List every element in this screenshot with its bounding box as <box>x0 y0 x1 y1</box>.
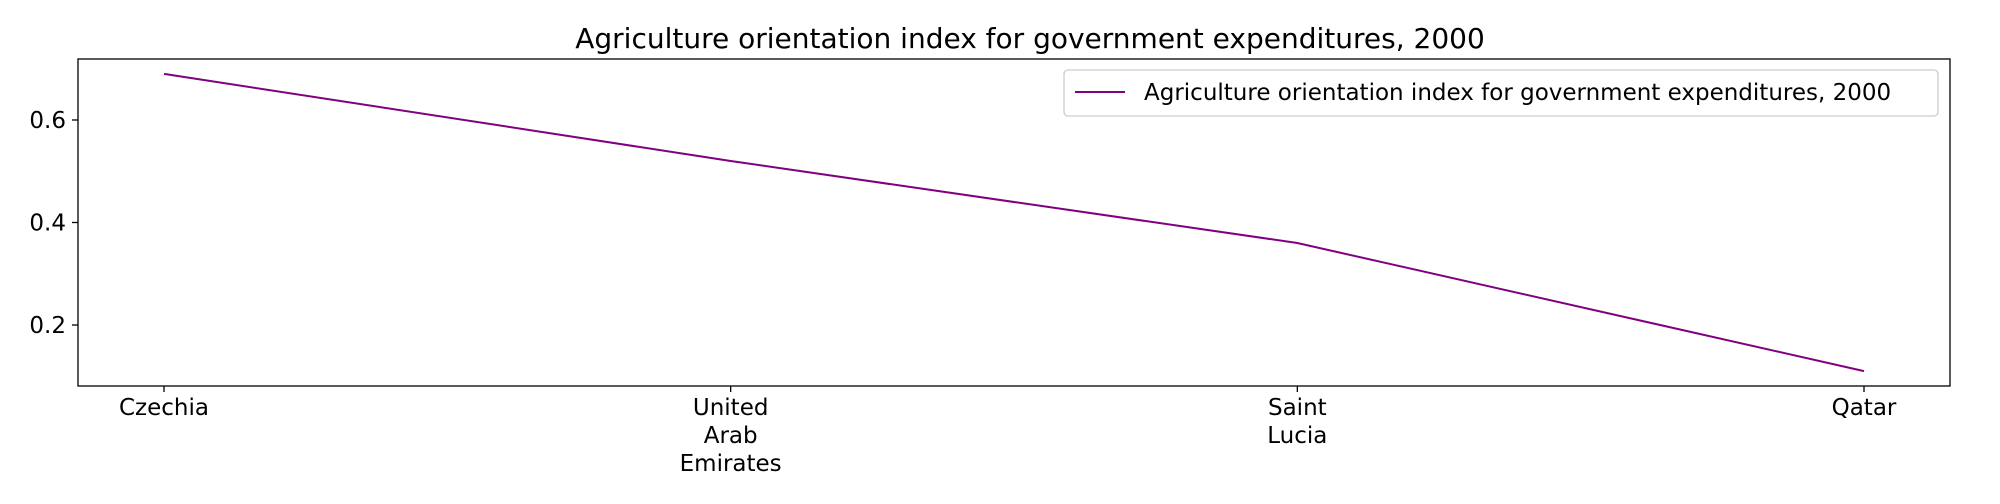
legend: Agriculture orientation index for govern… <box>1064 70 1938 116</box>
chart-title: Agriculture orientation index for govern… <box>575 22 1485 55</box>
y-tick-label: 0.2 <box>29 313 66 339</box>
x-tick-label: Qatar <box>1832 395 1897 421</box>
series-line <box>164 74 1864 371</box>
y-tick-label: 0.6 <box>29 108 66 134</box>
legend-label: Agriculture orientation index for govern… <box>1144 80 1891 106</box>
y-tick-label: 0.4 <box>29 211 66 237</box>
x-tick-label: Czechia <box>119 395 209 421</box>
